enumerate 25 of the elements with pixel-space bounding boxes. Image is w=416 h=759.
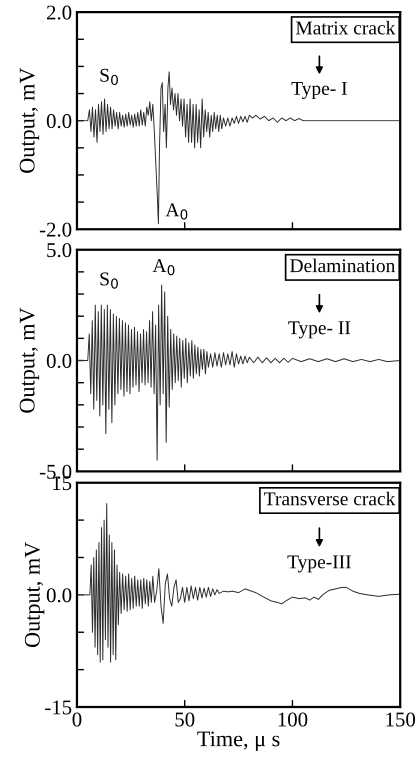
annotation: S$_{0}$ bbox=[100, 272, 118, 289]
y-axis-title: Output, mV bbox=[20, 68, 40, 173]
y-tick-label: 0.0 bbox=[46, 588, 72, 602]
x-tick-label: 0 bbox=[72, 712, 82, 727]
annotation: A$_{0}$ bbox=[166, 203, 188, 220]
y-tick-label: 0.0 bbox=[46, 354, 72, 368]
annotation: Type- II bbox=[288, 321, 350, 338]
annotation: Matrix crack bbox=[296, 20, 396, 35]
y-tick-label: 2.0 bbox=[46, 6, 72, 20]
x-tick-label: 100 bbox=[278, 712, 308, 727]
x-tick-label: 50 bbox=[176, 712, 194, 727]
annotation: S$_{0}$ bbox=[100, 68, 118, 86]
y-tick-label: 0.0 bbox=[46, 114, 72, 128]
annotation: Delamination bbox=[290, 258, 396, 272]
y-axis-title: Output, mV bbox=[20, 308, 40, 413]
x-tick-label: 150 bbox=[386, 712, 416, 727]
annotation: A$_{0}$ bbox=[152, 259, 174, 276]
annotation: Type- I bbox=[292, 82, 347, 99]
y-axis-title: Output, mV bbox=[24, 542, 44, 648]
annotation: Transverse crack bbox=[264, 492, 396, 506]
y-tick-label: -15 bbox=[45, 700, 72, 714]
annotation: Type-III bbox=[287, 556, 351, 572]
y-tick-label: -2.0 bbox=[40, 222, 72, 237]
y-tick-label: 5.0 bbox=[47, 243, 72, 258]
x-axis-title: Time, μ s bbox=[197, 731, 280, 751]
